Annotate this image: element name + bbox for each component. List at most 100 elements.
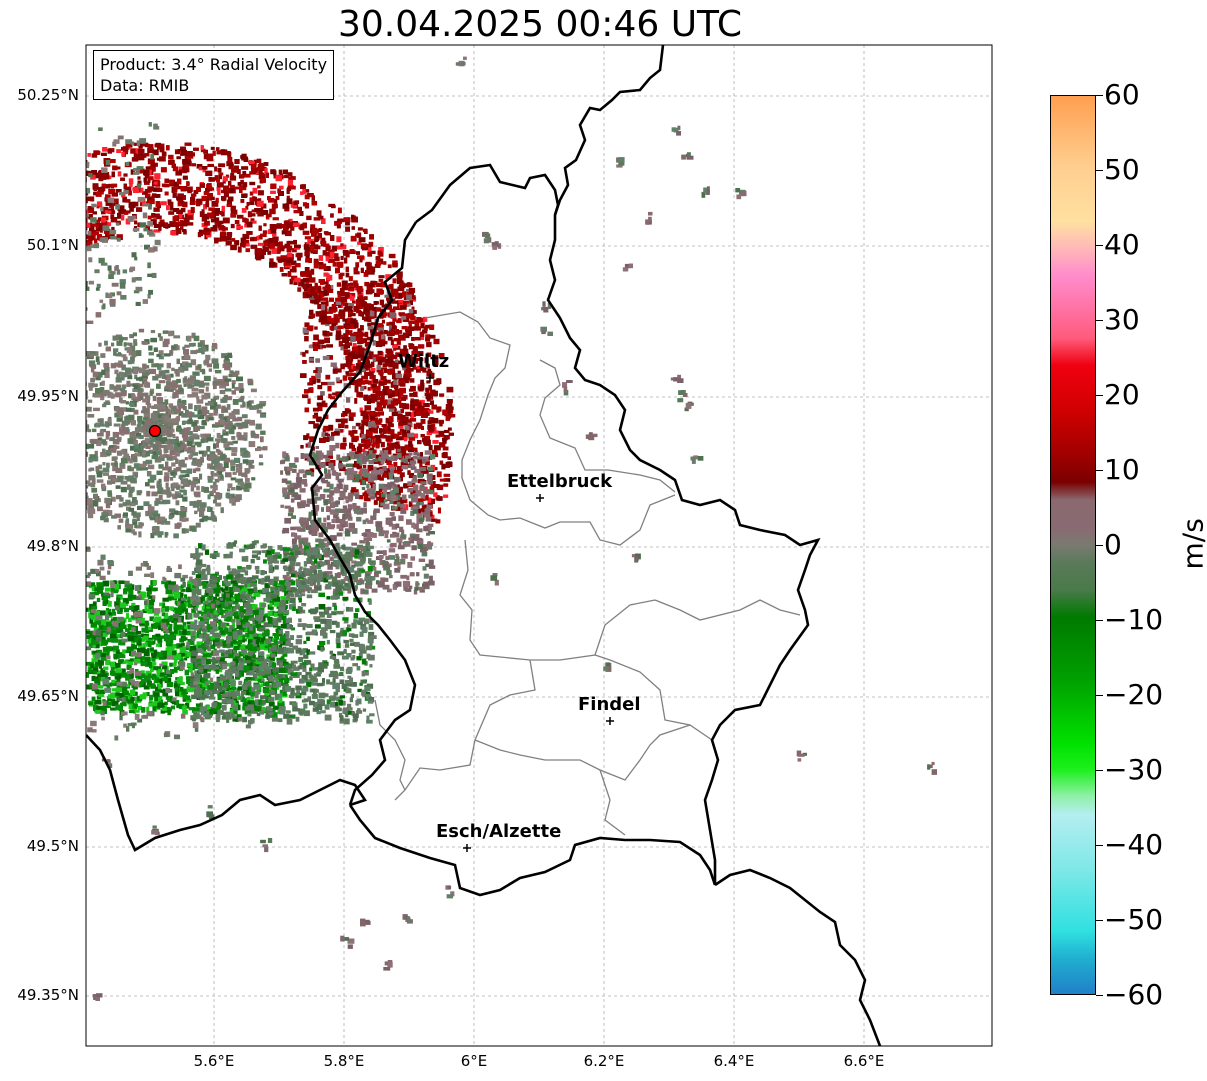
echo-cell	[176, 345, 180, 351]
echo-cell	[251, 213, 256, 217]
echo-cell	[396, 319, 402, 324]
echo-cell	[408, 437, 416, 441]
echo-cell	[328, 424, 334, 431]
echo-cell	[418, 344, 425, 349]
echo-cell	[93, 393, 101, 398]
echo-cell	[253, 236, 257, 242]
echo-cell	[242, 171, 247, 175]
echo-cell	[252, 196, 258, 202]
echo-cell	[234, 457, 241, 463]
echo-cell	[368, 421, 373, 428]
echo-cell	[127, 360, 132, 365]
echo-cell	[137, 392, 143, 398]
echo-cell	[350, 333, 357, 337]
echo-cell	[105, 430, 111, 437]
echo-cell	[213, 402, 218, 407]
echo-cell	[101, 220, 108, 227]
echo-cell	[194, 405, 198, 412]
echo-cell	[152, 416, 156, 421]
echo-cell	[376, 288, 383, 295]
echo-cell	[79, 458, 84, 462]
map-title: 30.04.2025 00:46 UTC	[337, 4, 743, 45]
echo-cell	[276, 256, 282, 261]
echo-cell	[74, 217, 78, 221]
echo-cell	[385, 417, 389, 424]
echo-cell	[390, 381, 396, 388]
echo-cell	[408, 440, 413, 447]
echo-cell	[367, 251, 373, 257]
echo-cell	[428, 466, 433, 471]
echo-cell	[331, 307, 338, 312]
echo-cell	[392, 344, 398, 348]
echo-cell	[178, 214, 183, 219]
echo-cell	[159, 454, 165, 458]
echo-cell	[211, 459, 218, 465]
echo-cell	[220, 453, 226, 460]
echo-cell	[269, 258, 274, 264]
echo-cell	[334, 487, 339, 494]
echo-cell	[322, 427, 326, 433]
echo-cell	[315, 311, 323, 317]
echo-cell	[126, 382, 131, 387]
echo-cell	[98, 423, 105, 427]
echo-cell	[182, 399, 187, 406]
echo-cell	[64, 442, 68, 448]
echo-cell	[68, 213, 72, 217]
echo-cell	[333, 314, 339, 320]
echo-cell	[348, 492, 354, 497]
echo-cell	[243, 432, 248, 438]
echo-cell	[293, 239, 297, 245]
echo-cell	[55, 441, 60, 446]
echo-cell	[189, 525, 196, 532]
echo-cell	[285, 480, 292, 485]
echo-cell	[421, 551, 428, 557]
echo-cell	[132, 332, 137, 337]
echo-cell	[138, 531, 142, 538]
echo-cell	[258, 403, 265, 407]
echo-cell	[145, 482, 150, 487]
echo-cell	[357, 464, 361, 470]
echo-cell	[391, 506, 398, 510]
echo-cell	[201, 346, 207, 352]
echo-cell	[382, 428, 387, 434]
echo-cell	[125, 143, 133, 148]
echo-cell	[141, 467, 148, 471]
echo-cell	[145, 510, 152, 517]
echo-cell	[399, 284, 404, 290]
echo-cell	[174, 510, 179, 515]
echo-cell	[72, 159, 79, 163]
echo-cell	[103, 517, 109, 523]
echo-cell	[408, 320, 415, 324]
echo-cell	[161, 518, 167, 524]
echo-cell	[169, 450, 175, 456]
echo-cell	[292, 222, 300, 227]
echo-cell	[406, 357, 411, 364]
echo-cell	[177, 425, 182, 429]
echo-cell	[76, 199, 80, 205]
echo-cell	[363, 317, 368, 322]
echo-cell	[353, 322, 359, 328]
echo-cell	[161, 431, 166, 437]
echo-cell	[341, 418, 348, 424]
echo-cell	[431, 404, 437, 410]
echo-cell	[78, 226, 84, 229]
echo-cell	[348, 415, 354, 421]
echo-cell	[339, 457, 346, 461]
echo-cell	[224, 447, 232, 451]
echo-cell	[185, 362, 193, 368]
echo-cell	[91, 478, 96, 485]
echo-cell	[113, 198, 119, 202]
echo-cell	[363, 532, 370, 538]
echo-cell	[402, 332, 409, 336]
echo-cell	[337, 290, 342, 295]
echo-cell	[63, 185, 68, 188]
echo-cell	[367, 465, 374, 471]
echo-cell	[125, 499, 131, 506]
echo-cell	[416, 572, 420, 577]
echo-cell	[369, 283, 374, 287]
echo-cell	[327, 469, 331, 476]
echo-cell	[423, 439, 429, 445]
echo-cell	[164, 472, 170, 479]
echo-cell	[104, 340, 108, 346]
echo-cell	[110, 447, 116, 453]
